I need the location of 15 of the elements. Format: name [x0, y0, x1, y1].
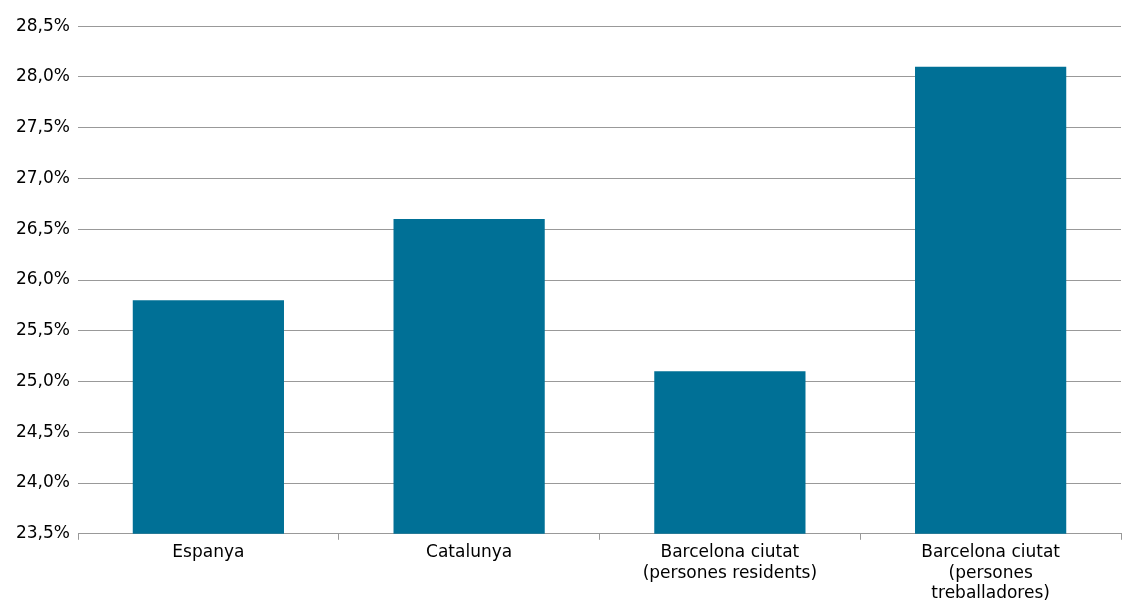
y-tick-label: 23,5% — [15, 522, 70, 543]
y-tick-label: 25,5% — [15, 319, 70, 340]
y-tick-label: 25,0% — [15, 369, 70, 390]
y-tick-label: 27,0% — [15, 166, 70, 187]
x-tick-label: Catalunya — [426, 541, 513, 562]
y-tick-label: 24,0% — [15, 471, 70, 492]
y-tick-label: 27,5% — [15, 116, 70, 137]
y-tick-label: 26,0% — [15, 268, 70, 289]
x-tick-label: Barcelona ciutat (persones treballadores) — [921, 541, 1061, 603]
y-tick-label: 26,5% — [15, 217, 70, 238]
y-tick-label: 24,5% — [15, 420, 70, 441]
x-tick-label: Espanya — [172, 541, 245, 562]
x-tick-label: Barcelona ciutat (persones residents) — [642, 541, 818, 582]
y-tick-label: 28,5% — [15, 14, 70, 35]
y-tick-label: 28,0% — [15, 65, 70, 86]
